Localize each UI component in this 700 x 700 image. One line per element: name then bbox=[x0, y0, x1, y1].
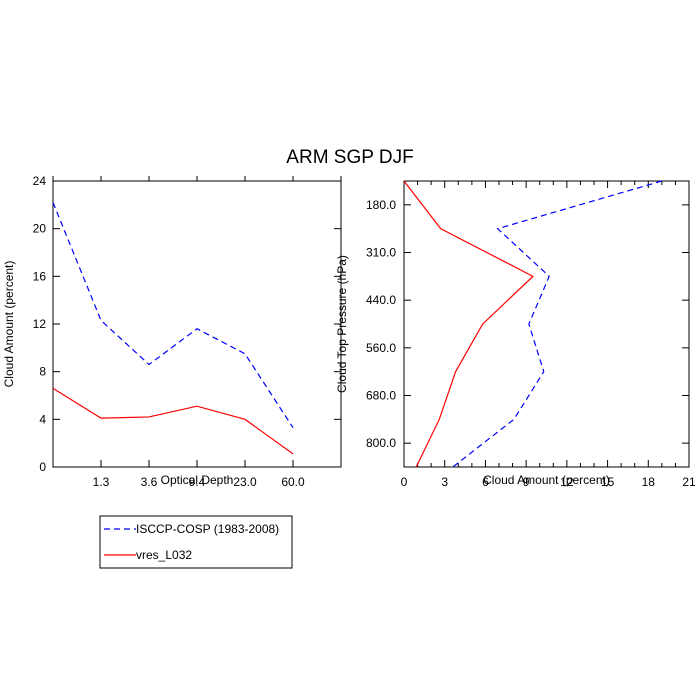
right-y-axis-label: Cloud Top Pressure (hPa) bbox=[335, 255, 349, 393]
legend: ISCCP-COSP (1983-2008) vres_L032 bbox=[99, 515, 293, 569]
left-y-tick-label: 12 bbox=[33, 317, 47, 331]
right-y-tick-label: 440.0 bbox=[366, 293, 396, 307]
right-series-model-line bbox=[403, 180, 534, 468]
right-y-tick-label: 180.0 bbox=[366, 198, 396, 212]
right-series-isccp-line bbox=[452, 180, 663, 468]
right-panel: 0 3 6 9 12 15 18 21 180.0 310.0 440.0 560.0 680.0 800… bbox=[335, 180, 696, 489]
left-series-model-line bbox=[52, 387, 294, 455]
left-x-tick-label: 3.6 bbox=[141, 475, 158, 489]
left-y-tick-label: 0 bbox=[39, 460, 46, 474]
left-panel: 0 4 8 12 16 20 24 1.3 3.6 9.4 23.0 60.0 Optical Dept… bbox=[2, 174, 342, 489]
left-y-tick-label: 20 bbox=[33, 222, 47, 236]
left-x-tick-label: 23.0 bbox=[233, 475, 257, 489]
right-plot-frame bbox=[403, 180, 690, 468]
right-x-tick-label: 6 bbox=[482, 475, 489, 489]
right-x-tick-label: 18 bbox=[642, 475, 656, 489]
left-x-axis-label: Optical Depth bbox=[161, 473, 234, 487]
legend-label: ISCCP-COSP (1983-2008) bbox=[136, 522, 279, 536]
right-y-tick-label: 560.0 bbox=[366, 341, 396, 355]
right-x-axis-label: Cloud Amount (percent) bbox=[483, 473, 610, 487]
right-x-tick-label: 21 bbox=[682, 475, 696, 489]
left-y-tick-label: 8 bbox=[39, 365, 46, 379]
left-y-tick-label: 24 bbox=[33, 174, 47, 188]
right-y-tick-label: 800.0 bbox=[366, 436, 396, 450]
right-y-tick-label: 310.0 bbox=[366, 246, 396, 260]
left-x-tick-label: 60.0 bbox=[281, 475, 305, 489]
left-y-tick-label: 16 bbox=[33, 269, 47, 283]
left-y-tick-label: 4 bbox=[39, 412, 46, 426]
right-y-tick-label: 680.0 bbox=[366, 389, 396, 403]
chart-title: ARM SGP DJF bbox=[286, 147, 413, 168]
legend-label: vres_L032 bbox=[136, 548, 192, 562]
right-x-tick-label: 12 bbox=[560, 475, 574, 489]
legend-box bbox=[99, 515, 293, 569]
left-x-tick-label: 9.4 bbox=[189, 475, 206, 489]
right-x-tick-label: 9 bbox=[523, 475, 530, 489]
right-x-tick-label: 0 bbox=[401, 475, 408, 489]
left-plot-frame bbox=[52, 180, 342, 468]
right-x-tick-label: 15 bbox=[601, 475, 615, 489]
left-series-isccp-line bbox=[52, 202, 294, 429]
left-y-axis-label: Cloud Amount (percent) bbox=[2, 261, 16, 388]
right-x-tick-label: 3 bbox=[441, 475, 448, 489]
left-x-tick-label: 1.3 bbox=[93, 475, 110, 489]
